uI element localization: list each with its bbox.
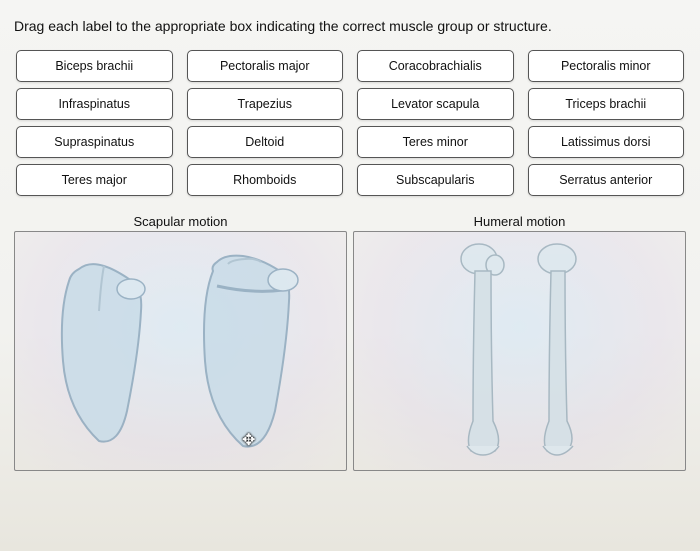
instruction-text: Drag each label to the appropriate box i… (14, 18, 686, 34)
label-latissimus-dorsi[interactable]: Latissimus dorsi (528, 126, 685, 158)
scapula-anterior-icon (49, 251, 169, 451)
humerus-posterior-icon (527, 241, 587, 461)
label-subscapularis[interactable]: Subscapularis (357, 164, 514, 196)
scapula-posterior-icon (183, 246, 313, 456)
humerus-anterior-icon (453, 241, 513, 461)
drop-zone-humeral[interactable] (353, 231, 686, 471)
drop-row: Scapular motion Humeral motion (14, 214, 686, 471)
drop-title-scapular: Scapular motion (14, 214, 347, 229)
label-pectoralis-minor[interactable]: Pectoralis minor (528, 50, 685, 82)
labels-grid: Biceps brachii Pectoralis major Coracobr… (14, 50, 686, 196)
label-trapezius[interactable]: Trapezius (187, 88, 344, 120)
label-teres-major[interactable]: Teres major (16, 164, 173, 196)
label-rhomboids[interactable]: Rhomboids (187, 164, 344, 196)
label-deltoid[interactable]: Deltoid (187, 126, 344, 158)
drop-zone-scapular[interactable] (14, 231, 347, 471)
label-serratus-anterior[interactable]: Serratus anterior (528, 164, 685, 196)
drop-title-humeral: Humeral motion (353, 214, 686, 229)
label-biceps-brachii[interactable]: Biceps brachii (16, 50, 173, 82)
drop-col-scapular: Scapular motion (14, 214, 347, 471)
drop-col-humeral: Humeral motion (353, 214, 686, 471)
label-teres-minor[interactable]: Teres minor (357, 126, 514, 158)
label-levator-scapula[interactable]: Levator scapula (357, 88, 514, 120)
label-triceps-brachii[interactable]: Triceps brachii (528, 88, 685, 120)
label-pectoralis-major[interactable]: Pectoralis major (187, 50, 344, 82)
label-coracobrachialis[interactable]: Coracobrachialis (357, 50, 514, 82)
label-infraspinatus[interactable]: Infraspinatus (16, 88, 173, 120)
label-supraspinatus[interactable]: Supraspinatus (16, 126, 173, 158)
